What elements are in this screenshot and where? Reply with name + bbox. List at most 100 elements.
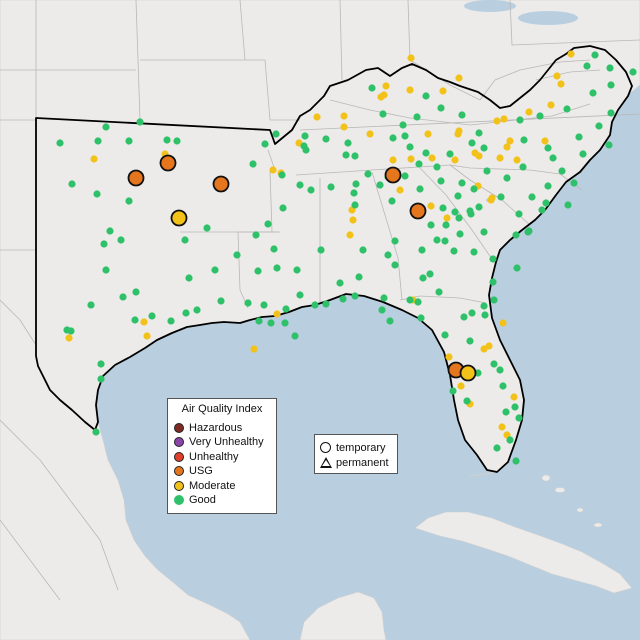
monitor-usg[interactable]	[212, 175, 230, 193]
monitor-good[interactable]	[458, 179, 466, 187]
monitor-moderate[interactable]	[346, 231, 354, 239]
monitor-moderate[interactable]	[445, 353, 453, 361]
monitor-good[interactable]	[401, 132, 409, 140]
monitor-moderate[interactable]	[428, 154, 436, 162]
monitor-moderate[interactable]	[500, 115, 508, 123]
monitor-good[interactable]	[279, 204, 287, 212]
monitor-good[interactable]	[512, 231, 520, 239]
monitor-good[interactable]	[364, 170, 372, 178]
monitor-good[interactable]	[422, 92, 430, 100]
monitor-good[interactable]	[427, 221, 435, 229]
monitor-good[interactable]	[481, 311, 489, 319]
monitor-good[interactable]	[211, 266, 219, 274]
monitor-good[interactable]	[339, 295, 347, 303]
monitor-good[interactable]	[525, 227, 533, 235]
monitor-good[interactable]	[497, 193, 505, 201]
monitor-good[interactable]	[255, 317, 263, 325]
monitor-good[interactable]	[575, 133, 583, 141]
monitor-good[interactable]	[516, 116, 524, 124]
monitor-good[interactable]	[433, 236, 441, 244]
monitor-moderate[interactable]	[503, 143, 511, 151]
monitor-good[interactable]	[418, 246, 426, 254]
monitor-good[interactable]	[378, 306, 386, 314]
monitor-good[interactable]	[300, 142, 308, 150]
monitor-good[interactable]	[417, 314, 425, 322]
monitor-good[interactable]	[422, 149, 430, 157]
monitor-good[interactable]	[499, 382, 507, 390]
monitor-good[interactable]	[182, 309, 190, 317]
monitor-good[interactable]	[307, 186, 315, 194]
monitor-good[interactable]	[490, 360, 498, 368]
monitor-good[interactable]	[296, 291, 304, 299]
monitor-moderate[interactable]	[506, 137, 514, 145]
monitor-good[interactable]	[261, 140, 269, 148]
monitor-good[interactable]	[467, 210, 475, 218]
monitor-good[interactable]	[344, 139, 352, 147]
monitor-good[interactable]	[439, 204, 447, 212]
monitor-moderate[interactable]	[424, 130, 432, 138]
monitor-good[interactable]	[480, 302, 488, 310]
monitor-good[interactable]	[132, 288, 140, 296]
monitor-good[interactable]	[502, 408, 510, 416]
monitor-good[interactable]	[437, 104, 445, 112]
monitor-good[interactable]	[513, 264, 521, 272]
monitor-moderate[interactable]	[349, 216, 357, 224]
monitor-good[interactable]	[327, 183, 335, 191]
monitor-good[interactable]	[119, 293, 127, 301]
monitor-good[interactable]	[391, 237, 399, 245]
monitor-good[interactable]	[273, 264, 281, 272]
monitor-good[interactable]	[399, 121, 407, 129]
monitor-good[interactable]	[564, 201, 572, 209]
monitor-good[interactable]	[629, 68, 637, 76]
monitor-good[interactable]	[317, 246, 325, 254]
monitor-moderate[interactable]	[480, 345, 488, 353]
monitor-good[interactable]	[605, 141, 613, 149]
monitor-moderate[interactable]	[498, 423, 506, 431]
monitor-usg[interactable]	[409, 202, 427, 220]
monitor-good[interactable]	[125, 137, 133, 145]
monitor-good[interactable]	[249, 160, 257, 168]
monitor-moderate[interactable]	[475, 152, 483, 160]
monitor-good[interactable]	[350, 189, 358, 197]
monitor-moderate[interactable]	[269, 166, 277, 174]
monitor-good[interactable]	[463, 397, 471, 405]
monitor-good[interactable]	[414, 298, 422, 306]
monitor-moderate[interactable]	[567, 50, 575, 58]
monitor-good[interactable]	[419, 274, 427, 282]
monitor-good[interactable]	[311, 301, 319, 309]
monitor-good[interactable]	[511, 403, 519, 411]
monitor-good[interactable]	[413, 113, 421, 121]
monitor-moderate[interactable]	[443, 214, 451, 222]
monitor-good[interactable]	[442, 221, 450, 229]
monitor-moderate[interactable]	[340, 123, 348, 131]
monitor-good[interactable]	[480, 144, 488, 152]
monitor-good[interactable]	[94, 137, 102, 145]
monitor-moderate[interactable]	[140, 318, 148, 326]
monitor-good[interactable]	[388, 197, 396, 205]
monitor-good[interactable]	[87, 301, 95, 309]
monitor-good[interactable]	[515, 210, 523, 218]
monitor-moderate[interactable]	[380, 91, 388, 99]
monitor-good[interactable]	[468, 309, 476, 317]
monitor-good[interactable]	[542, 199, 550, 207]
monitor-moderate[interactable]	[427, 202, 435, 210]
monitor-good[interactable]	[102, 123, 110, 131]
monitor-good[interactable]	[450, 247, 458, 255]
monitor-moderate[interactable]	[454, 130, 462, 138]
monitor-good[interactable]	[260, 301, 268, 309]
monitor-moderate[interactable]	[439, 87, 447, 95]
monitor-good[interactable]	[281, 319, 289, 327]
monitor-good[interactable]	[56, 139, 64, 147]
monitor-good[interactable]	[607, 109, 615, 117]
monitor-good[interactable]	[181, 236, 189, 244]
monitor-good[interactable]	[267, 319, 275, 327]
monitor-moderate[interactable]	[493, 117, 501, 125]
monitor-good[interactable]	[148, 312, 156, 320]
monitor-moderate-large[interactable]	[170, 209, 188, 227]
monitor-good[interactable]	[606, 64, 614, 72]
monitor-good[interactable]	[583, 62, 591, 70]
monitor-moderate[interactable]	[547, 101, 555, 109]
monitor-good[interactable]	[67, 327, 75, 335]
monitor-moderate[interactable]	[487, 196, 495, 204]
